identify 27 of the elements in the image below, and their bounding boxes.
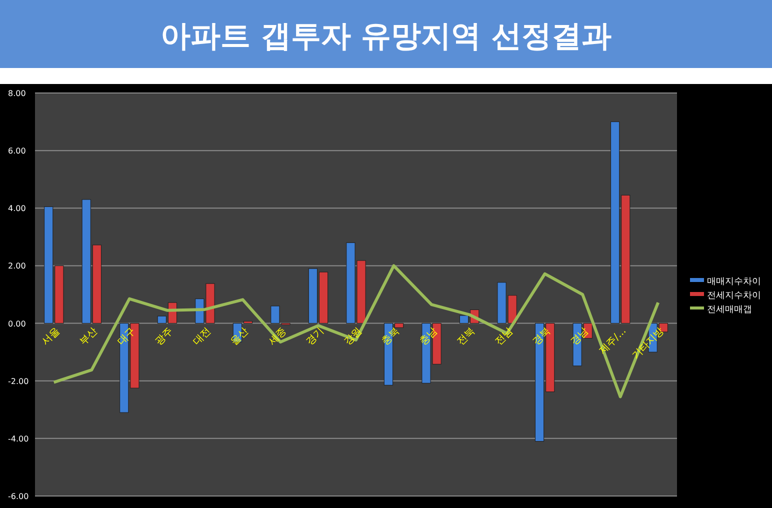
x-tick-label: 전남 xyxy=(493,326,516,348)
y-tick-label: 8.00 xyxy=(8,89,26,98)
legend-label: 전세매매갭 xyxy=(707,305,752,315)
legend-label: 매매지수차이 xyxy=(707,277,761,287)
x-tick-label: 서울 xyxy=(40,326,62,348)
x-tick-label: 강원 xyxy=(342,326,364,348)
x-tick-label: 대구 xyxy=(116,326,138,348)
y-tick-label: 0.00 xyxy=(8,319,26,328)
x-tick-label: 충남 xyxy=(418,326,440,348)
x-tick-label: 대전 xyxy=(191,326,214,348)
x-tick-label: 부산 xyxy=(78,326,100,348)
x-tick-label: 경기 xyxy=(304,326,326,348)
y-tick-label: -6.00 xyxy=(8,492,29,501)
x-tick-label: 경북 xyxy=(531,326,553,348)
y-tick-label: -2.00 xyxy=(8,376,29,386)
x-tick-label: 세종 xyxy=(266,326,289,348)
y-tick-label: 6.00 xyxy=(8,146,26,156)
x-tick-label: 전북 xyxy=(455,326,478,348)
chart-title: 아파트 갭투자 유망지역 선정결과 xyxy=(160,19,612,54)
x-tick-label: 경남 xyxy=(568,326,591,348)
legend-label: 전세지수차이 xyxy=(707,291,761,301)
y-tick-label: 2.00 xyxy=(8,262,26,271)
x-tick-label: 울산 xyxy=(228,326,251,348)
y-tick-label: -4.00 xyxy=(8,434,29,444)
x-tick-label: 광주 xyxy=(153,326,176,348)
x-tick-label: 충북 xyxy=(380,326,402,348)
y-tick-label: 4.00 xyxy=(8,204,26,214)
